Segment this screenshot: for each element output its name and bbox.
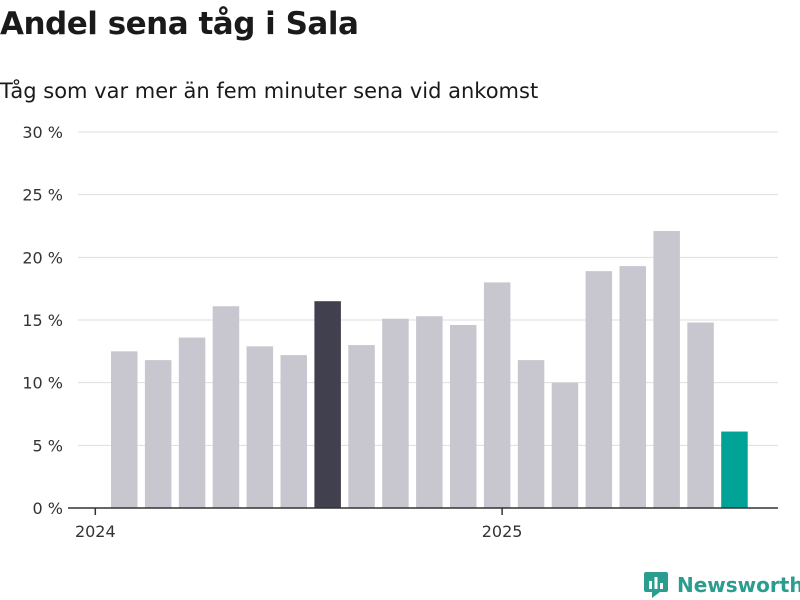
bar (212, 306, 240, 508)
x-tick-label: 2024 (75, 522, 116, 541)
bar-chart: 0 % 5 % 10 % 15 % 20 % 25 % 30 % 2024 2025 (22, 123, 778, 541)
chart-subtitle: Tåg som var mer än fem minuter sena vid … (0, 79, 539, 103)
bar (280, 355, 307, 508)
brand-name: Newsworthy (677, 573, 800, 597)
y-tick-label: 30 % (22, 123, 63, 142)
y-axis-labels: 0 % 5 % 10 % 15 % 20 % 25 % 30 % (22, 123, 63, 518)
bar (144, 360, 172, 508)
bar (483, 282, 511, 508)
bar (687, 322, 714, 508)
bar (348, 345, 375, 508)
bar (178, 337, 206, 508)
bars (111, 231, 748, 508)
bar (450, 325, 477, 508)
bar (653, 231, 680, 508)
bar (721, 431, 748, 508)
newsworthy-logo: Newsworthy (644, 570, 800, 600)
bar (382, 318, 409, 508)
bar (416, 316, 443, 508)
chart-title: Andel sena tåg i Sala (0, 6, 359, 42)
x-tick-label: 2025 (482, 522, 523, 541)
bar (619, 266, 646, 508)
y-tick-label: 5 % (33, 436, 63, 455)
y-tick-label: 10 % (22, 374, 63, 393)
y-tick-label: 25 % (22, 186, 63, 205)
bar (551, 382, 579, 508)
bar (314, 301, 341, 508)
x-axis-ticks: 2024 2025 (75, 508, 523, 541)
bar (585, 271, 613, 508)
bar (246, 346, 274, 508)
y-tick-label: 20 % (22, 248, 63, 267)
y-tick-label: 0 % (33, 499, 63, 518)
newsworthy-logo-icon (644, 572, 668, 598)
bar (111, 351, 138, 508)
y-tick-label: 15 % (22, 311, 63, 330)
bar (517, 360, 545, 508)
